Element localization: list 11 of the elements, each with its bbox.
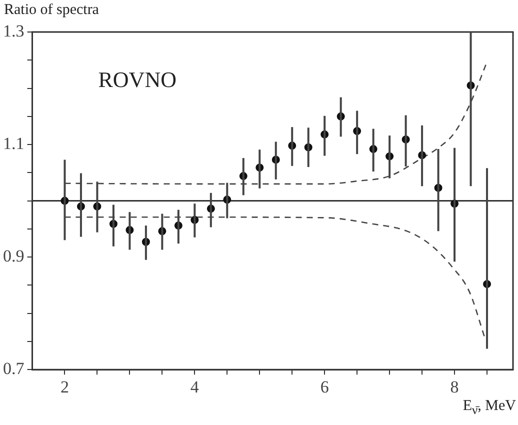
x-tick-label: 6 [320,377,329,396]
y-tick-label: 1.3 [3,21,24,40]
y-tick-label: 0.9 [3,246,24,266]
x-tick-label: 4 [190,377,200,396]
x-tick-label: 2 [60,377,69,396]
x-tick-label: 8 [450,377,459,396]
x-axis-title: E$_{ν̄}$, MeV [462,398,516,418]
y-axis-title: Ratio of spectra [4,2,99,19]
y-tick-label: 0.7 [3,359,25,378]
y-tick-label: 1.1 [3,134,24,153]
annotation: ROVNO [98,66,176,92]
